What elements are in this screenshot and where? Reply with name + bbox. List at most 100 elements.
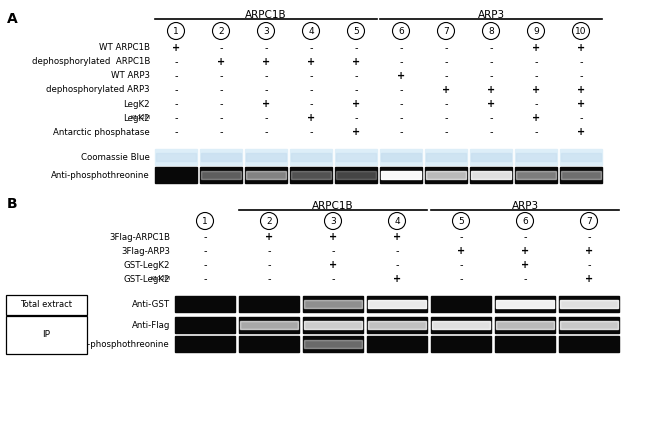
Bar — [516, 153, 556, 162]
Bar — [367, 317, 427, 333]
Text: -: - — [587, 232, 591, 242]
Bar — [175, 317, 235, 333]
Bar — [336, 153, 376, 162]
Text: LegK2: LegK2 — [124, 99, 150, 108]
Text: Coomassie Blue: Coomassie Blue — [81, 152, 150, 162]
Text: +: + — [352, 99, 360, 109]
Bar — [516, 171, 556, 179]
Bar — [431, 336, 491, 352]
Bar — [380, 149, 422, 165]
Text: 4: 4 — [394, 217, 400, 226]
Text: -: - — [203, 260, 207, 270]
Text: -: - — [534, 71, 538, 81]
Bar — [559, 317, 619, 333]
Text: -: - — [534, 127, 538, 137]
Text: 10: 10 — [575, 27, 587, 36]
Bar — [367, 336, 427, 352]
Text: +: + — [352, 57, 360, 67]
Text: 1: 1 — [202, 217, 208, 226]
Text: 2: 2 — [218, 27, 224, 36]
Text: Antarctic phosphatase: Antarctic phosphatase — [53, 127, 150, 136]
Bar — [515, 149, 557, 165]
Bar — [175, 296, 235, 312]
Text: Anti-phosphothreonine: Anti-phosphothreonine — [72, 340, 170, 349]
Bar — [496, 300, 554, 308]
Bar — [496, 321, 554, 329]
Bar — [431, 296, 491, 312]
Bar — [425, 149, 467, 165]
Bar — [291, 171, 331, 179]
Bar — [560, 167, 602, 183]
Bar — [560, 300, 618, 308]
Text: -: - — [219, 99, 223, 109]
Text: -: - — [219, 85, 223, 95]
Bar — [559, 336, 619, 352]
Text: 1: 1 — [173, 27, 179, 36]
Bar — [336, 171, 376, 179]
Text: -: - — [399, 57, 403, 67]
Text: +: + — [521, 260, 529, 270]
Text: +: + — [532, 113, 540, 123]
Text: -: - — [534, 99, 538, 109]
Text: +: + — [577, 85, 585, 95]
Text: -: - — [399, 99, 403, 109]
Text: +: + — [393, 274, 401, 284]
Text: -: - — [332, 246, 335, 256]
Text: -: - — [444, 127, 448, 137]
Text: +: + — [487, 85, 495, 95]
Text: -: - — [265, 71, 268, 81]
Bar — [155, 167, 197, 183]
Text: -: - — [267, 274, 271, 284]
Text: 7: 7 — [443, 27, 449, 36]
Bar — [495, 336, 555, 352]
Bar — [245, 167, 287, 183]
Text: -: - — [444, 43, 448, 53]
Text: -: - — [265, 113, 268, 123]
Text: -: - — [309, 127, 313, 137]
Bar — [304, 300, 362, 308]
Text: -: - — [460, 274, 463, 284]
Text: +: + — [307, 113, 315, 123]
Bar — [155, 149, 197, 165]
Text: 3Flag-ARP3: 3Flag-ARP3 — [121, 246, 170, 255]
Text: -: - — [489, 71, 493, 81]
Bar — [304, 321, 362, 329]
Text: -: - — [174, 127, 177, 137]
Text: +: + — [577, 43, 585, 53]
Text: +: + — [172, 43, 180, 53]
Text: -: - — [219, 71, 223, 81]
Text: ARP3: ARP3 — [512, 201, 539, 211]
Text: 5: 5 — [458, 217, 464, 226]
Bar — [470, 149, 512, 165]
Bar — [291, 153, 331, 162]
Text: -: - — [309, 85, 313, 95]
Text: +: + — [457, 246, 465, 256]
Text: -: - — [354, 71, 358, 81]
Text: 2: 2 — [266, 217, 272, 226]
Text: B: B — [7, 197, 18, 211]
Text: -: - — [395, 246, 398, 256]
Text: -: - — [489, 113, 493, 123]
Text: Total extract: Total extract — [20, 300, 72, 309]
Bar — [560, 149, 602, 165]
Text: -: - — [267, 260, 271, 270]
Text: -: - — [489, 43, 493, 53]
Bar — [245, 149, 287, 165]
Text: +: + — [585, 246, 593, 256]
Text: -: - — [332, 274, 335, 284]
Text: -: - — [399, 85, 403, 95]
Bar — [303, 336, 363, 352]
Text: WT ARP3: WT ARP3 — [111, 71, 150, 80]
Bar — [381, 171, 421, 179]
Text: +: + — [265, 232, 273, 242]
Text: 3: 3 — [330, 217, 336, 226]
Bar — [239, 296, 299, 312]
Bar — [471, 171, 511, 179]
Text: -: - — [174, 113, 177, 123]
Text: -: - — [395, 260, 398, 270]
Text: 4: 4 — [308, 27, 314, 36]
Text: 3Flag-ARPC1B: 3Flag-ARPC1B — [109, 233, 170, 242]
Bar — [432, 321, 490, 329]
Text: -: - — [444, 57, 448, 67]
Text: -: - — [579, 113, 583, 123]
